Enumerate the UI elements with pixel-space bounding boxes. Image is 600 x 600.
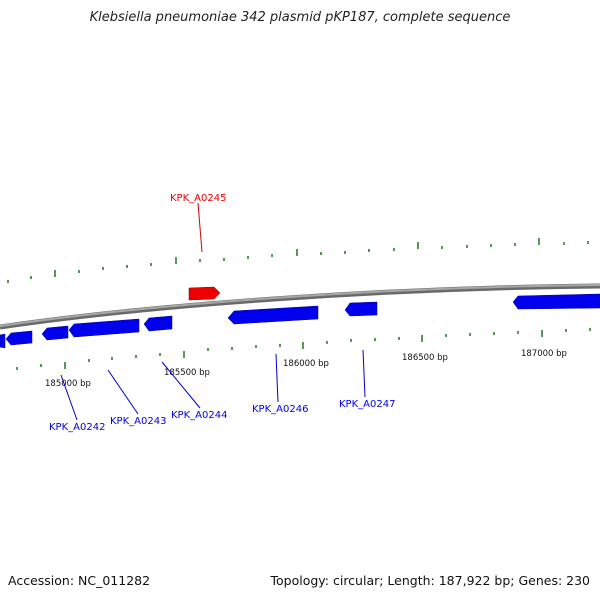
gene-arrow[interactable] [344, 301, 378, 317]
gene-arrow[interactable] [143, 315, 173, 332]
outer-ticks [7, 238, 589, 283]
accession-text: Accession: NC_011282 [8, 573, 151, 588]
gene-label-kpk-a0243[interactable]: KPK_A0243 [110, 416, 166, 427]
gene-label-kpk-a0245[interactable]: KPK_A0245 [170, 193, 226, 204]
gene-arrow[interactable] [227, 305, 319, 325]
label-connector [362, 349, 366, 398]
gene-label-kpk-a0246[interactable]: KPK_A0246 [252, 404, 308, 415]
map-title: Klebsiella pneumoniae 342 plasmid pKP187… [89, 10, 511, 25]
label-connector [60, 374, 78, 421]
label-connector [161, 361, 201, 409]
inner-ticks [16, 328, 591, 370]
tick-label: 185500 bp [164, 368, 210, 378]
gene-arrow[interactable] [512, 293, 600, 310]
backbone-highlight [0, 284, 600, 327]
gene-arrow[interactable] [41, 325, 69, 341]
reverse-genes [0, 293, 600, 349]
gene-arrow[interactable] [0, 333, 6, 349]
gene-label-kpk-a0242[interactable]: KPK_A0242 [49, 422, 105, 433]
gene-arrow[interactable] [5, 330, 33, 346]
gene-label-kpk-a0247[interactable]: KPK_A0247 [339, 399, 395, 410]
backbone-track [0, 283, 600, 330]
tick-label: 187000 bp [521, 349, 567, 359]
label-connector [197, 202, 203, 253]
gene-arrow[interactable] [68, 318, 140, 338]
sequence-summary: Topology: circular; Length: 187,922 bp; … [270, 573, 591, 588]
label-connector [275, 353, 279, 403]
gene-arrow-kpk-a0245[interactable] [188, 286, 221, 301]
tick-label: 186000 bp [283, 359, 329, 369]
tick-label: 185000 bp [45, 379, 91, 389]
label-connector [107, 369, 139, 415]
tick-label: 186500 bp [402, 353, 448, 363]
gene-label-kpk-a0244[interactable]: KPK_A0244 [171, 410, 227, 421]
